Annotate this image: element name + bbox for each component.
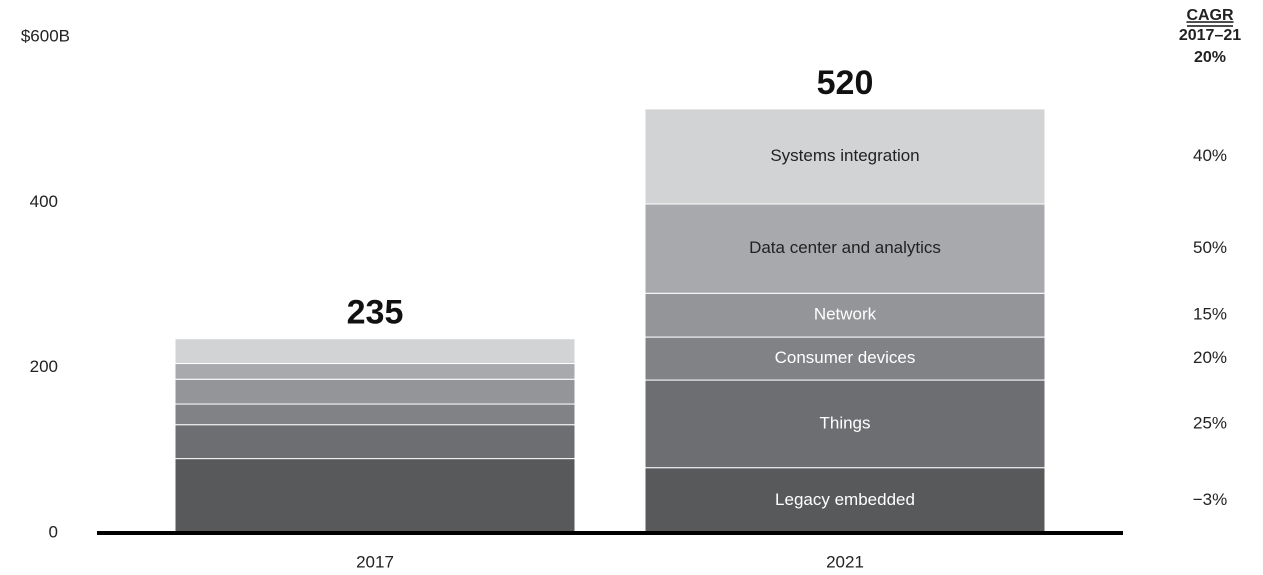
bar-segment — [174, 403, 576, 426]
bar-segment — [174, 424, 576, 460]
segment-label: Systems integration — [770, 146, 919, 165]
cagr-title: CAGR — [1186, 7, 1234, 24]
segment-label: Network — [814, 305, 877, 324]
segment-label: Things — [819, 413, 870, 432]
cagr-value: 50% — [1193, 238, 1227, 257]
bar-segment — [174, 363, 576, 380]
y-tick-label: $600B — [21, 26, 70, 45]
cagr-value: 20% — [1193, 348, 1227, 367]
total-label: 235 — [347, 294, 404, 332]
bar-segment — [174, 378, 576, 405]
total-label: 520 — [817, 64, 874, 102]
bar-segment — [174, 458, 576, 534]
bar-segment — [644, 379, 1046, 469]
cagr-value: −3% — [1193, 490, 1228, 509]
y-tick-label: 200 — [30, 357, 58, 376]
y-tick-label: 400 — [30, 192, 58, 211]
bar-segment — [644, 292, 1046, 338]
segment-label: Consumer devices — [775, 348, 916, 367]
y-tick-label: 0 — [49, 522, 58, 541]
x-tick-label: 2017 — [356, 552, 394, 571]
cagr-total: 20% — [1194, 49, 1226, 66]
bar-segment — [174, 338, 576, 365]
segment-label: Legacy embedded — [775, 490, 915, 509]
bar-segment — [644, 203, 1046, 294]
cagr-value: 40% — [1193, 146, 1227, 165]
segment-label: Data center and analytics — [749, 238, 941, 257]
bar-segment — [644, 108, 1046, 205]
cagr-value: 15% — [1193, 305, 1227, 324]
x-tick-label: 2021 — [826, 552, 864, 571]
cagr-value: 25% — [1193, 413, 1227, 432]
cagr-subtitle: 2017–21 — [1179, 27, 1241, 44]
